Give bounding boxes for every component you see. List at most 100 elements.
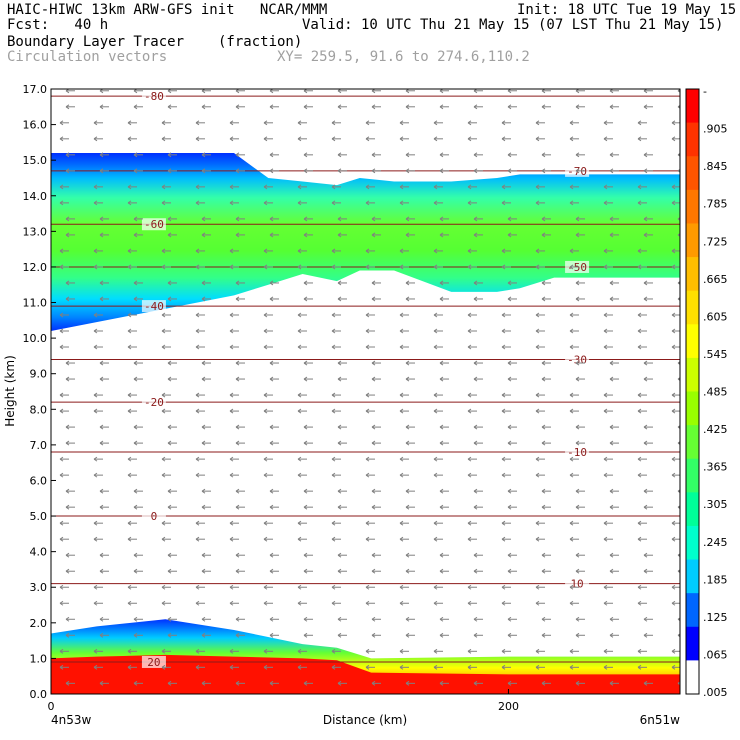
circulation-vector-head bbox=[269, 632, 274, 638]
colorbar-swatch bbox=[686, 324, 699, 359]
circulation-vector-head bbox=[161, 408, 166, 414]
circulation-vector-head bbox=[229, 264, 234, 270]
circulation-vector-head bbox=[263, 600, 268, 606]
circulation-vector-head bbox=[507, 488, 512, 494]
contour-label: -10 bbox=[567, 446, 587, 459]
circulation-vector-head bbox=[133, 616, 138, 622]
circulation-vector-head bbox=[405, 616, 410, 622]
circulation-vector-head bbox=[541, 232, 546, 238]
circulation-vector-head bbox=[133, 360, 138, 366]
circulation-vector-head bbox=[507, 440, 512, 446]
header-init-time: Init: 18 UTC Tue 19 May 15 bbox=[517, 2, 737, 18]
circulation-vector-head bbox=[161, 392, 166, 398]
circulation-vector-head bbox=[365, 344, 370, 350]
circulation-vector-head bbox=[365, 184, 370, 190]
circulation-vector-head bbox=[59, 136, 64, 142]
circulation-vector-head bbox=[93, 312, 98, 318]
circulation-vector-head bbox=[575, 552, 580, 558]
y-tick-label: 1.0 bbox=[30, 652, 48, 665]
circulation-vector-head bbox=[671, 600, 676, 606]
circulation-vector-head bbox=[637, 328, 642, 334]
circulation-vector-head bbox=[433, 200, 438, 206]
circulation-vector-head bbox=[467, 520, 472, 526]
circulation-vector-head bbox=[433, 120, 438, 126]
circulation-vector-head bbox=[331, 472, 336, 478]
circulation-vector-head bbox=[337, 488, 342, 494]
circulation-vector-head bbox=[229, 184, 234, 190]
colorbar-label: .245 bbox=[703, 536, 728, 549]
circulation-vector-head bbox=[467, 664, 472, 670]
circulation-vector-head bbox=[167, 488, 172, 494]
circulation-vector-head bbox=[99, 280, 104, 286]
circulation-vector-head bbox=[637, 184, 642, 190]
circulation-vector-head bbox=[405, 680, 410, 686]
circulation-vector-head bbox=[65, 568, 70, 574]
circulation-vector-head bbox=[535, 344, 540, 350]
circulation-vector-head bbox=[297, 136, 302, 142]
circulation-vector-head bbox=[195, 200, 200, 206]
circulation-vector-head bbox=[269, 488, 274, 494]
circulation-vector-head bbox=[161, 200, 166, 206]
circulation-vector-head bbox=[439, 104, 444, 110]
circulation-vector-head bbox=[331, 456, 336, 462]
circulation-vector-head bbox=[235, 360, 240, 366]
circulation-vector-head bbox=[303, 152, 308, 158]
circulation-vector-head bbox=[235, 616, 240, 622]
circulation-vector-head bbox=[541, 216, 546, 222]
circulation-vector-head bbox=[167, 376, 172, 382]
circulation-vector-head bbox=[365, 472, 370, 478]
colorbar-label: .545 bbox=[703, 348, 728, 361]
circulation-vector-head bbox=[99, 424, 104, 430]
circulation-vector-head bbox=[467, 344, 472, 350]
circulation-vector-head bbox=[507, 568, 512, 574]
y-tick-label: 8.0 bbox=[30, 403, 48, 416]
circulation-vector-head bbox=[229, 648, 234, 654]
colorbar-swatch bbox=[686, 357, 699, 392]
circulation-vector-head bbox=[365, 312, 370, 318]
circulation-vector-head bbox=[473, 552, 478, 558]
circulation-vector-head bbox=[365, 264, 370, 270]
circulation-vector-head bbox=[133, 216, 138, 222]
circulation-vector-head bbox=[569, 328, 574, 334]
circulation-vector-head bbox=[643, 424, 648, 430]
contour-label-bg bbox=[141, 90, 166, 103]
circulation-vector-head bbox=[535, 328, 540, 334]
circulation-vector-head bbox=[337, 216, 342, 222]
circulation-vector-head bbox=[93, 648, 98, 654]
y-tick-label: 11.0 bbox=[23, 297, 48, 310]
circulation-vector-head bbox=[609, 376, 614, 382]
circulation-vector-head bbox=[229, 328, 234, 334]
circulation-vector-head bbox=[167, 152, 172, 158]
circulation-vector-head bbox=[269, 360, 274, 366]
x-axis-label: Distance (km) bbox=[323, 713, 407, 727]
circulation-vector-head bbox=[405, 552, 410, 558]
circulation-vector-head bbox=[99, 616, 104, 622]
circulation-vector-head bbox=[467, 264, 472, 270]
circulation-vector-head bbox=[671, 312, 676, 318]
circulation-vector-head bbox=[59, 408, 64, 414]
circulation-vector-head bbox=[609, 104, 614, 110]
circulation-vector-head bbox=[127, 456, 132, 462]
colorbar-swatch bbox=[686, 391, 699, 426]
circulation-vector-head bbox=[263, 408, 268, 414]
circulation-vector-head bbox=[235, 568, 240, 574]
circulation-vector-head bbox=[609, 552, 614, 558]
circulation-vector-head bbox=[303, 632, 308, 638]
circulation-vector-head bbox=[439, 280, 444, 286]
circulation-vector-head bbox=[405, 168, 410, 174]
circulation-vector-head bbox=[541, 280, 546, 286]
circulation-vector-head bbox=[195, 184, 200, 190]
circulation-vector-head bbox=[99, 488, 104, 494]
circulation-vector-head bbox=[269, 296, 274, 302]
circulation-vector-head bbox=[235, 280, 240, 286]
header-forecast-hour: Fcst: 40 h bbox=[7, 17, 109, 33]
circulation-vector-head bbox=[59, 600, 64, 606]
circulation-vector-head bbox=[65, 424, 70, 430]
circulation-vector-head bbox=[337, 360, 342, 366]
circulation-vector-head bbox=[297, 664, 302, 670]
circulation-vector-head bbox=[473, 360, 478, 366]
circulation-vector-head bbox=[303, 680, 308, 686]
circulation-vector-head bbox=[569, 248, 574, 254]
colorbar-label: .665 bbox=[703, 273, 728, 286]
circulation-vector-head bbox=[297, 456, 302, 462]
